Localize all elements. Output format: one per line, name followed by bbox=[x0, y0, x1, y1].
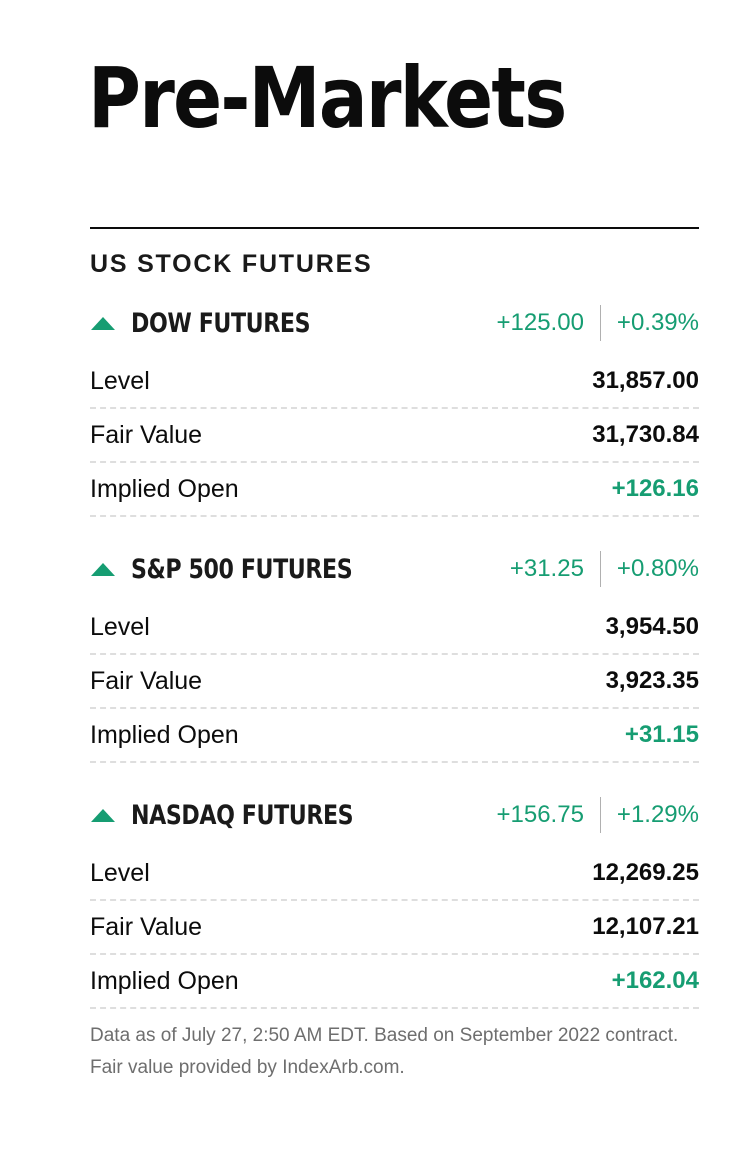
futures-name: S&P 500 FUTURES bbox=[131, 553, 353, 585]
change-value: +31.25 bbox=[509, 555, 584, 582]
futures-rows: Level 12,269.25 Fair Value 12,107.21 Imp… bbox=[90, 847, 699, 1009]
implied-open-value: +31.15 bbox=[624, 721, 699, 748]
implied-open-value: +126.16 bbox=[611, 475, 699, 502]
up-arrow-icon bbox=[91, 562, 115, 576]
futures-block-sp500: S&P 500 FUTURES +31.25 +0.80% Level 3,95… bbox=[90, 547, 699, 763]
change-divider bbox=[599, 551, 601, 587]
level-value: 31,857.00 bbox=[592, 367, 699, 394]
level-label: Level bbox=[90, 366, 150, 395]
page-title: Pre-Markets bbox=[88, 49, 567, 147]
implied-open-label: Implied Open bbox=[90, 966, 239, 995]
level-label: Level bbox=[90, 858, 150, 887]
implied-open-row: Implied Open +162.04 bbox=[90, 955, 699, 1009]
change-percent: +0.80% bbox=[616, 555, 699, 582]
fair-value-value: 31,730.84 bbox=[592, 421, 699, 448]
futures-rows: Level 31,857.00 Fair Value 31,730.84 Imp… bbox=[90, 355, 699, 517]
implied-open-row: Implied Open +126.16 bbox=[90, 463, 699, 517]
fair-value-label: Fair Value bbox=[90, 420, 203, 449]
change-percent: +0.39% bbox=[616, 309, 699, 336]
up-arrow-icon bbox=[91, 316, 115, 330]
up-arrow-icon bbox=[91, 808, 115, 822]
change-percent: +1.29% bbox=[616, 801, 699, 828]
fair-value-row: Fair Value 3,923.35 bbox=[90, 655, 699, 709]
fair-value-row: Fair Value 12,107.21 bbox=[90, 901, 699, 955]
fair-value-value: 3,923.35 bbox=[605, 667, 699, 694]
futures-change: +156.75 +1.29% bbox=[496, 793, 699, 837]
futures-header: DOW FUTURES +125.00 +0.39% bbox=[90, 301, 699, 345]
futures-change: +125.00 +0.39% bbox=[496, 301, 699, 345]
level-row: Level 31,857.00 bbox=[90, 355, 699, 409]
implied-open-value: +162.04 bbox=[611, 967, 699, 994]
section-divider bbox=[90, 227, 699, 229]
change-divider bbox=[599, 305, 601, 341]
fair-value-row: Fair Value 31,730.84 bbox=[90, 409, 699, 463]
level-row: Level 3,954.50 bbox=[90, 601, 699, 655]
level-value: 3,954.50 bbox=[605, 613, 699, 640]
change-value: +156.75 bbox=[496, 801, 584, 828]
futures-header: S&P 500 FUTURES +31.25 +0.80% bbox=[90, 547, 699, 591]
implied-open-label: Implied Open bbox=[90, 474, 239, 503]
level-value: 12,269.25 bbox=[592, 859, 699, 886]
change-divider bbox=[599, 797, 601, 833]
fair-value-value: 12,107.21 bbox=[592, 913, 699, 940]
futures-name: NASDAQ FUTURES bbox=[131, 799, 354, 831]
futures-block-nasdaq: NASDAQ FUTURES +156.75 +1.29% Level 12,2… bbox=[90, 793, 699, 1009]
change-value: +125.00 bbox=[496, 309, 584, 336]
futures-rows: Level 3,954.50 Fair Value 3,923.35 Impli… bbox=[90, 601, 699, 763]
section-heading: US STOCK FUTURES bbox=[90, 250, 373, 278]
futures-block-dow: DOW FUTURES +125.00 +0.39% Level 31,857.… bbox=[90, 301, 699, 517]
data-footnote: Data as of July 27, 2:50 AM EDT. Based o… bbox=[90, 1025, 679, 1078]
futures-change: +31.25 +0.80% bbox=[510, 547, 699, 591]
fair-value-label: Fair Value bbox=[90, 912, 203, 941]
fair-value-label: Fair Value bbox=[90, 666, 203, 695]
implied-open-row: Implied Open +31.15 bbox=[90, 709, 699, 763]
level-label: Level bbox=[90, 612, 150, 641]
implied-open-label: Implied Open bbox=[90, 720, 239, 749]
level-row: Level 12,269.25 bbox=[90, 847, 699, 901]
futures-name: DOW FUTURES bbox=[131, 307, 311, 339]
futures-header: NASDAQ FUTURES +156.75 +1.29% bbox=[90, 793, 699, 837]
